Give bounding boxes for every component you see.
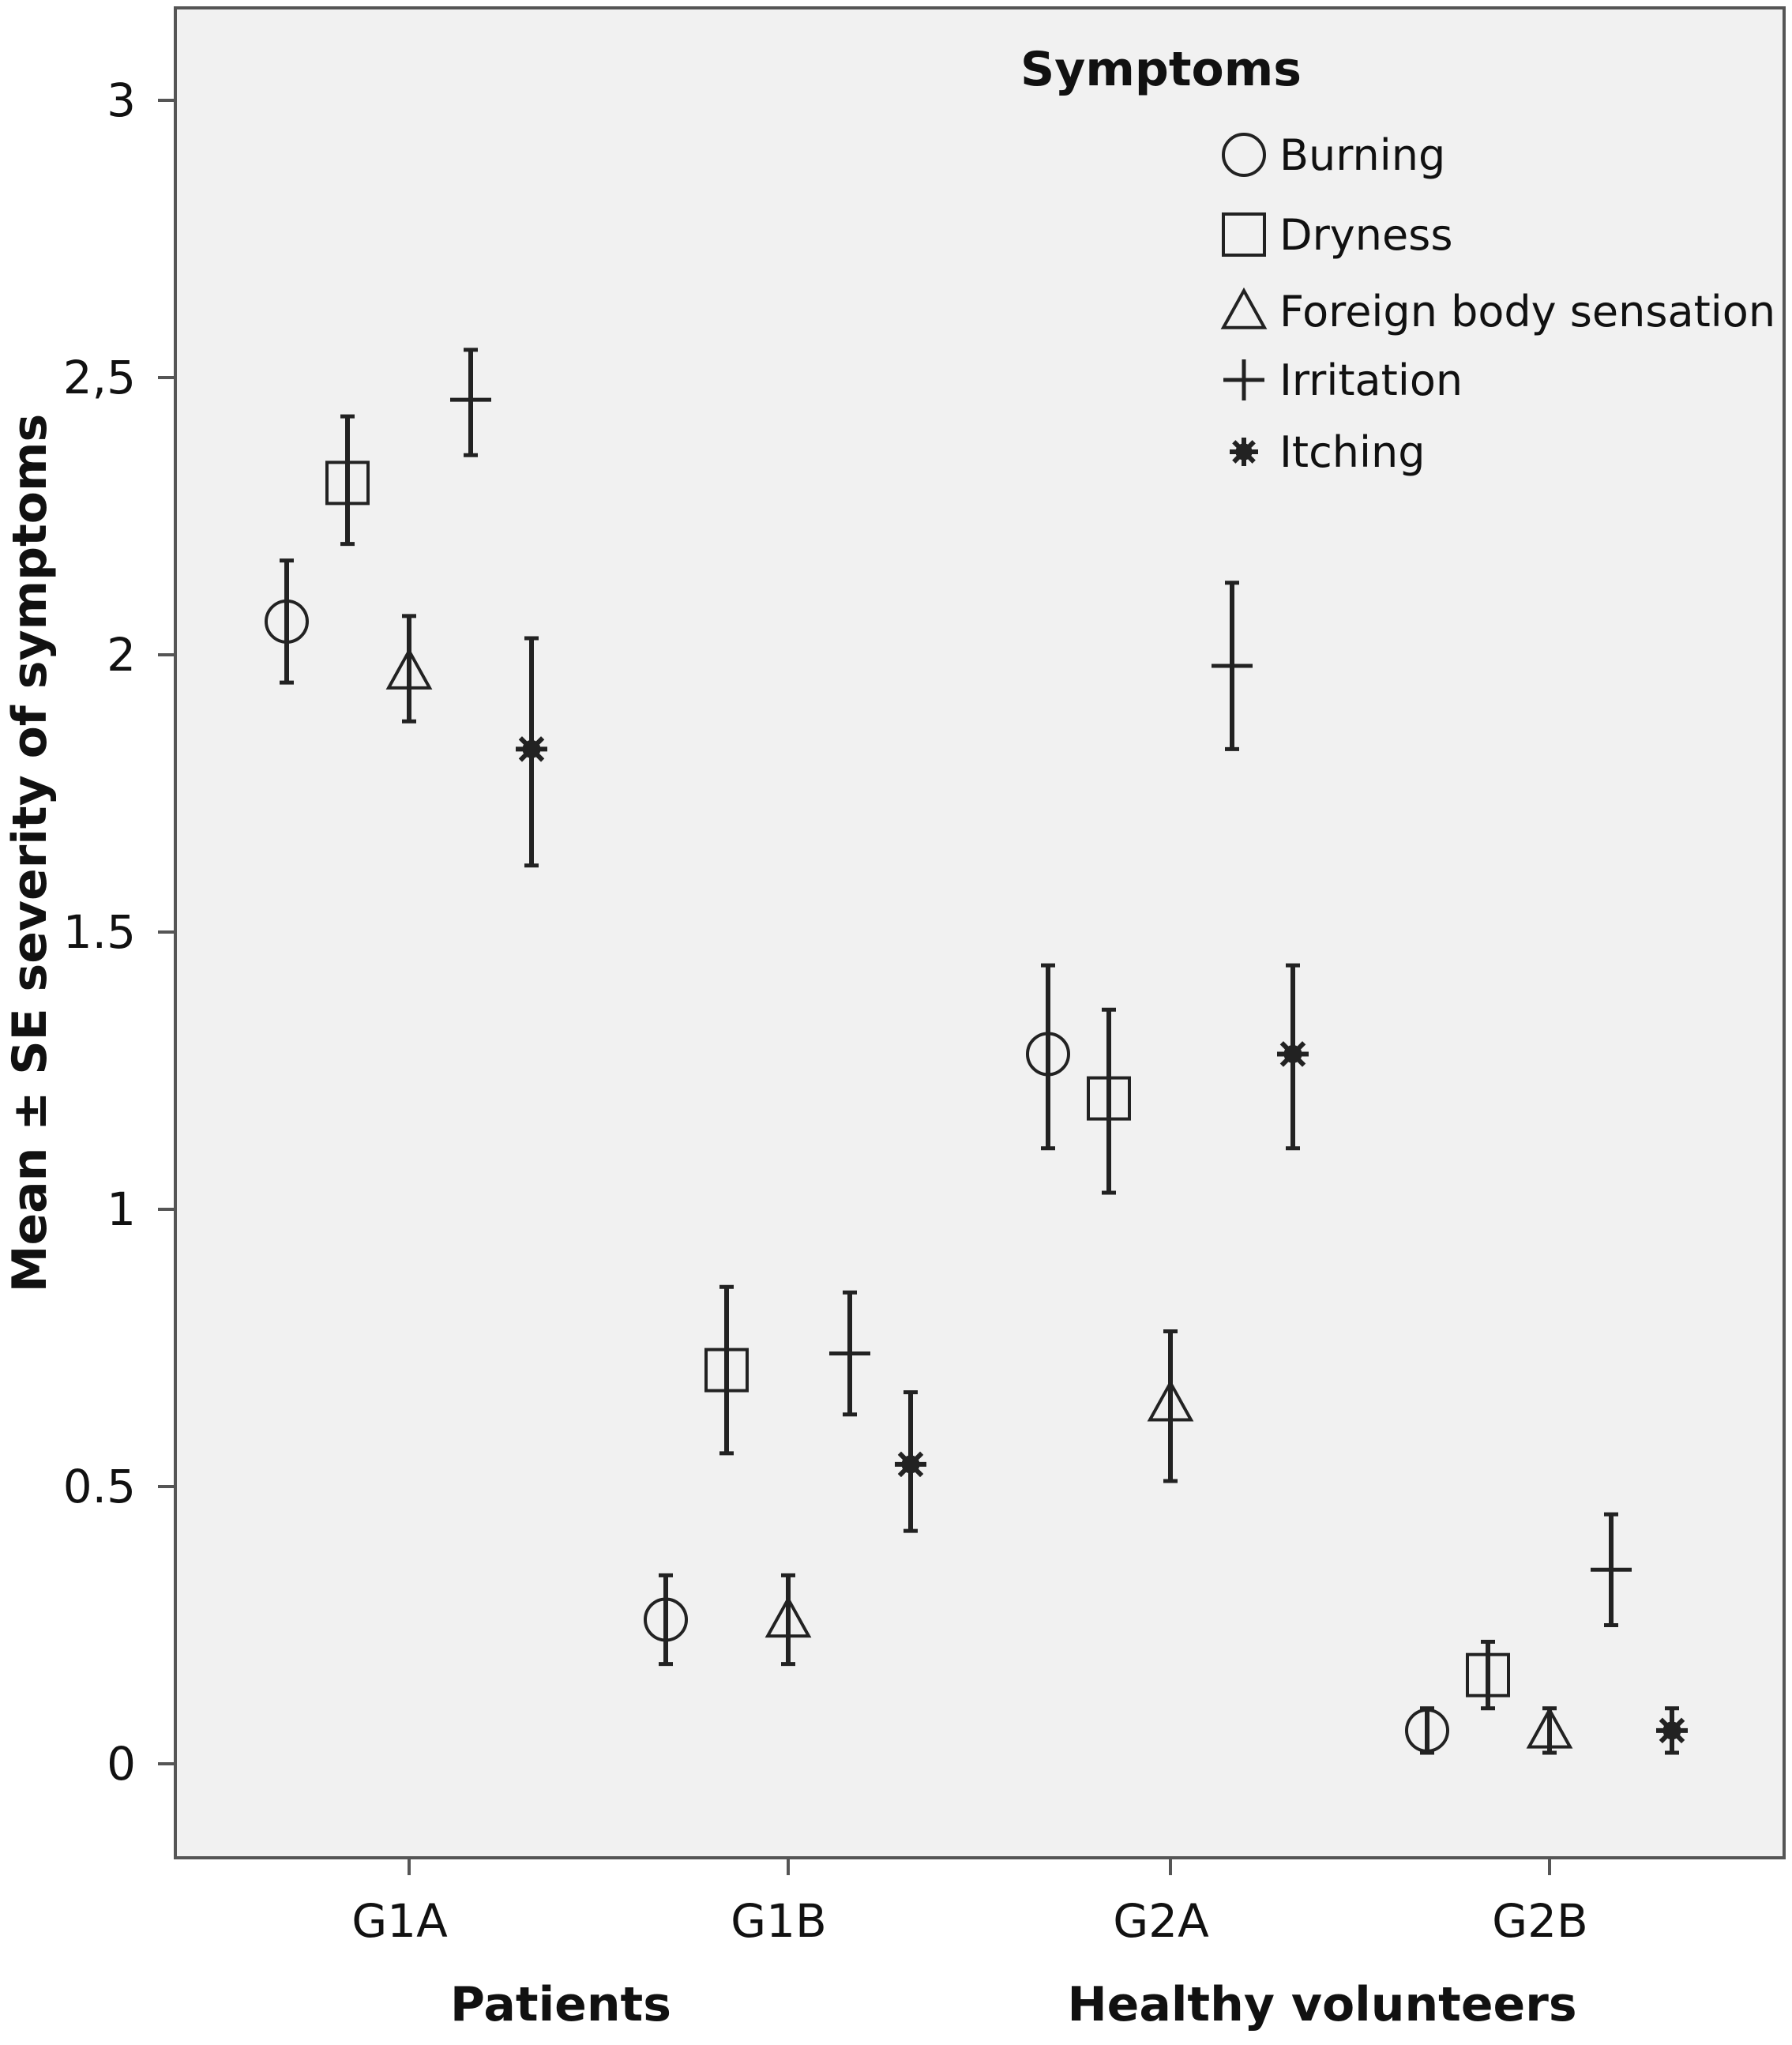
legend-marker-itching-core bbox=[1235, 443, 1253, 461]
point-irritation-g2a bbox=[1212, 645, 1253, 687]
legend: Symptoms Burning Dryness Foreign body sens… bbox=[1020, 42, 1775, 477]
point-dryness-g2b bbox=[1466, 1652, 1510, 1697]
point-itching-g2b bbox=[1656, 1714, 1688, 1746]
point-itching-g2a bbox=[1277, 1038, 1309, 1070]
point-itching-g2b-core bbox=[1662, 1721, 1681, 1740]
series-dryness bbox=[325, 414, 1510, 1711]
point-irritation-g2b bbox=[1591, 1549, 1632, 1591]
group-labels: Patients Healthy volunteers bbox=[450, 1977, 1576, 2032]
y-axis: 0 0.5 1 1.5 2 2,5 3 bbox=[63, 73, 175, 1791]
y-tick-label: 1 bbox=[107, 1182, 136, 1236]
point-dryness-g1b bbox=[704, 1348, 749, 1393]
point-burning-g2b bbox=[1405, 1708, 1449, 1753]
legend-label-foreign-body-sensation: Foreign body sensation bbox=[1279, 287, 1775, 336]
data-markers bbox=[265, 348, 1688, 1755]
point-burning-g1a bbox=[265, 599, 309, 644]
plot-area bbox=[174, 6, 1786, 1859]
point-itching-g1a-core bbox=[522, 739, 541, 758]
point-irritation-g1a bbox=[450, 379, 491, 421]
point-foreign-body-sensation-g1b bbox=[765, 1596, 812, 1638]
legend-marker-itching bbox=[1230, 438, 1258, 466]
y-tick-label: 2,5 bbox=[63, 351, 136, 404]
x-tick-label-g1b: G1B bbox=[731, 1894, 827, 1948]
point-itching-g1b-core bbox=[901, 1455, 920, 1474]
legend-title: Symptoms bbox=[1020, 42, 1302, 97]
y-tick-label: 0 bbox=[107, 1737, 136, 1791]
point-burning-g1b bbox=[644, 1597, 688, 1642]
y-tick-label: 2 bbox=[107, 628, 136, 682]
point-itching-g1a bbox=[516, 733, 547, 765]
legend-marker-irritation bbox=[1223, 359, 1264, 400]
group-label-healthy-volunteers: Healthy volunteers bbox=[1067, 1977, 1576, 2032]
y-tick-label: 1.5 bbox=[63, 905, 136, 959]
x-tick-label-g2a: G2A bbox=[1113, 1894, 1209, 1948]
point-irritation-g1b bbox=[829, 1333, 870, 1374]
point-dryness-g1a bbox=[325, 461, 370, 506]
point-foreign-body-sensation-g2b bbox=[1526, 1706, 1573, 1749]
legend-marker-burning bbox=[1222, 133, 1266, 177]
x-tick-label-g1a: G1A bbox=[351, 1894, 448, 1948]
point-foreign-body-sensation-g1a bbox=[385, 647, 433, 690]
group-label-patients: Patients bbox=[450, 1977, 671, 2032]
legend-marker-dryness bbox=[1222, 212, 1266, 257]
y-axis-title: Mean ± SE severity of symptoms bbox=[2, 414, 58, 1292]
legend-marker-foreign-body-sensation bbox=[1220, 287, 1268, 329]
legend-label-dryness: Dryness bbox=[1279, 210, 1452, 260]
point-burning-g2a bbox=[1026, 1032, 1070, 1077]
legend-label-itching: Itching bbox=[1279, 427, 1426, 477]
legend-label-irritation: Irritation bbox=[1279, 355, 1463, 405]
point-foreign-body-sensation-g2a bbox=[1147, 1379, 1194, 1422]
legend-label-burning: Burning bbox=[1279, 130, 1445, 180]
y-tick-label: 0.5 bbox=[63, 1460, 136, 1513]
series-irritation bbox=[450, 348, 1632, 1627]
series-burning bbox=[265, 558, 1449, 1755]
x-axis: G1A G1B G2A G2B bbox=[351, 1858, 1588, 1948]
point-dryness-g2a bbox=[1087, 1076, 1131, 1121]
y-tick-label: 3 bbox=[107, 73, 136, 127]
point-itching-g1b bbox=[895, 1448, 926, 1480]
series-itching bbox=[516, 636, 1688, 1755]
point-itching-g2a-core bbox=[1283, 1044, 1302, 1063]
series-foreign-body-sensation bbox=[385, 614, 1573, 1755]
x-tick-label-g2b: G2B bbox=[1492, 1894, 1588, 1948]
